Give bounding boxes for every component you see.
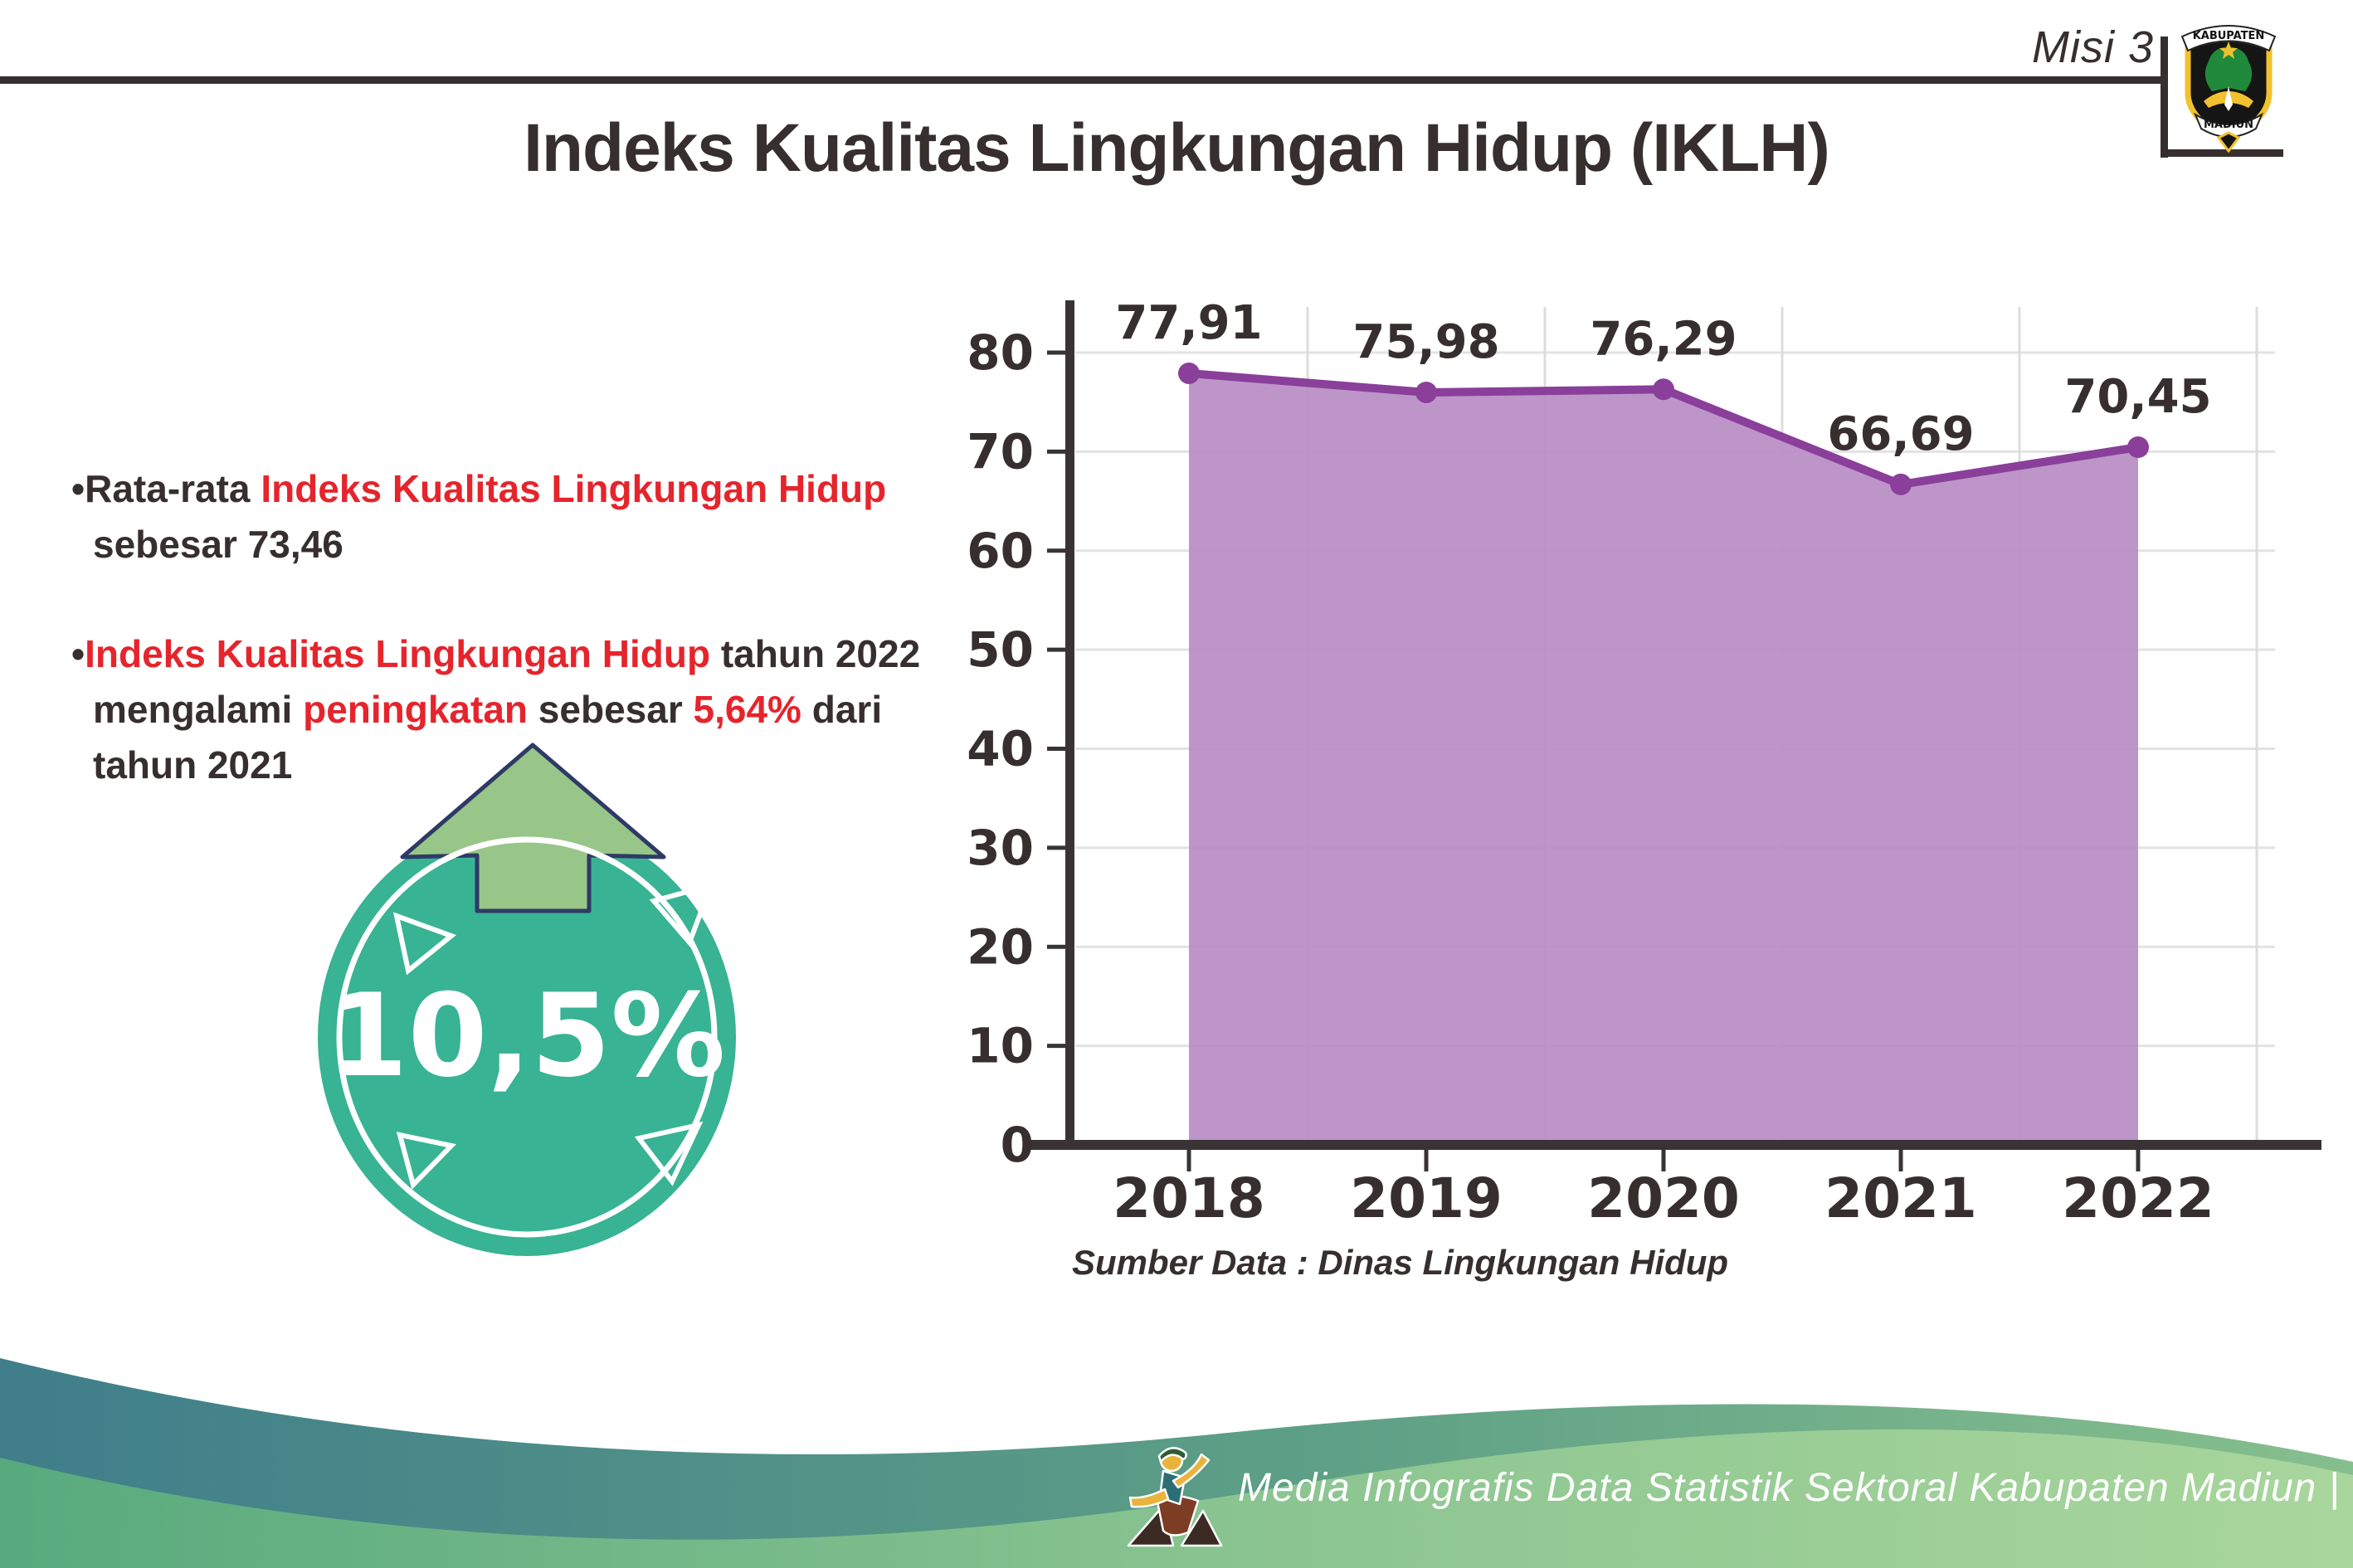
data-point (1178, 362, 1200, 384)
bullet-line: tahun 2021 (71, 738, 1025, 793)
header-rule (0, 76, 2167, 84)
y-tick-label: 10 (967, 1018, 1034, 1074)
bullet-text-segment: 5,64% (693, 688, 801, 732)
y-tick-label: 80 (967, 324, 1034, 381)
logo-bottom-banner (2193, 112, 2264, 138)
logo-tip (2216, 131, 2241, 153)
chart-source-note: Sumber Data : Dinas Lingkungan Hidup (1072, 1243, 1729, 1282)
y-tick (1047, 350, 1065, 355)
badge-spark-sw (396, 1132, 456, 1190)
footer-caption: Media Infografis Data Statistik Sektoral… (1238, 1466, 2341, 1510)
x-tick (1186, 1150, 1191, 1171)
bullet-list: •Rata-rata Indeks Kualitas Lingkungan Hi… (71, 461, 1025, 847)
increase-badge: 10,5% (318, 743, 736, 1256)
bullet-line: •Indeks Kualitas Lingkungan Hidup tahun … (71, 626, 1025, 682)
bullet-line: •Rata-rata Indeks Kualitas Lingkungan Hi… (71, 461, 1025, 517)
logo-top-banner-text: KABUPATEN (2193, 30, 2265, 42)
badge-ring (336, 836, 718, 1238)
data-point (1890, 473, 1912, 495)
bullet-marker: • (71, 467, 85, 510)
bullet-text-segment: mengalami (93, 688, 304, 732)
x-tick-label: 2020 (1587, 1166, 1740, 1230)
data-point (1653, 378, 1674, 401)
y-tick-label: 70 (967, 423, 1034, 480)
misi-label: Misi 3 (2031, 22, 2154, 72)
y-tick (1047, 449, 1065, 454)
y-tick-label: 0 (1001, 1117, 1034, 1173)
data-label: 70,45 (2064, 370, 2211, 424)
bullet-text-segment: sebesar (528, 688, 694, 732)
bullet-text-segment: Indeks Kualitas Lingkungan Hidup (261, 467, 887, 510)
bullet-text-segment: Rata-rata (85, 467, 261, 510)
data-label: 76,29 (1590, 312, 1737, 366)
y-tick (1047, 747, 1065, 751)
data-label: 66,69 (1827, 407, 1974, 461)
bullet-marker: • (71, 632, 85, 676)
y-axis-line (1065, 300, 1074, 1150)
y-tick-label: 50 (967, 621, 1034, 678)
logo-top-banner (2180, 25, 2277, 52)
bullet-item: •Indeks Kualitas Lingkungan Hidup tahun … (71, 626, 1025, 792)
footer-wave-green (0, 1429, 2353, 1568)
logo-frame-vertical (2161, 37, 2168, 158)
y-tick-label: 60 (967, 523, 1034, 579)
y-tick-label: 30 (967, 820, 1034, 876)
y-tick-label: 40 (967, 721, 1034, 777)
logo-tree (2204, 46, 2253, 91)
x-tick-label: 2021 (1824, 1166, 1977, 1230)
bullet-text-segment: Indeks Kualitas Lingkungan Hidup (85, 632, 711, 676)
x-tick-label: 2018 (1113, 1166, 1265, 1230)
y-tick-label: 20 (967, 918, 1034, 975)
y-tick (1047, 1044, 1065, 1049)
x-tick-label: 2022 (2062, 1166, 2214, 1230)
data-point (1415, 381, 1437, 403)
kabupaten-madiun-logo: KABUPATEN MADIUN (2180, 25, 2277, 153)
dancer-mascot-icon (1127, 1447, 1223, 1547)
x-tick (2136, 1150, 2141, 1171)
data-label: 77,91 (1115, 296, 1262, 350)
y-tick (1047, 647, 1065, 652)
y-tick (1047, 548, 1065, 553)
bullet-text-segment: peningkatan (303, 688, 529, 732)
bullet-text-segment: dari (801, 688, 883, 732)
badge-value: 10,5% (329, 969, 726, 1103)
x-tick (1424, 1150, 1429, 1171)
iklh-area-chart: 77,91 75,98 76,29 66,69 70,45 0 10 20 30 40 50 60 70… (967, 296, 2321, 1230)
logo-frame-horizontal (2161, 149, 2283, 157)
bullet-item: •Rata-rata Indeks Kualitas Lingkungan Hi… (71, 461, 1025, 572)
y-tick (1047, 1142, 1065, 1147)
bullet-text-segment: tahun 2021 (93, 743, 293, 786)
data-label: 75,98 (1352, 315, 1499, 369)
y-tick (1047, 944, 1065, 949)
y-tick (1047, 845, 1065, 850)
up-arrow-icon (400, 743, 666, 913)
x-tick (1898, 1150, 1903, 1171)
bullet-text-segment: tahun 2022 (710, 632, 921, 676)
badge-spark-nw (392, 912, 457, 976)
logo-bottom-banner-text: MADIUN (2204, 119, 2253, 131)
logo-kris (2224, 86, 2233, 111)
page-title: Indeks Kualitas Lingkungan Hidup (IKLH) (524, 110, 1830, 186)
logo-star (2219, 41, 2238, 59)
x-tick-label: 2019 (1350, 1166, 1503, 1230)
bullet-line: sebesar 73,46 (71, 517, 1025, 572)
bullet-line: mengalami peningkatan sebesar 5,64% dari (71, 682, 1025, 738)
area-fill (1189, 373, 2138, 1146)
badge-spark-ne (649, 881, 715, 947)
x-axis-line (1027, 1140, 2321, 1150)
bullet-text-segment: sebesar 73,46 (93, 522, 343, 566)
data-point (2127, 436, 2149, 459)
badge-spark-se (634, 1121, 704, 1186)
x-tick (1661, 1150, 1666, 1171)
